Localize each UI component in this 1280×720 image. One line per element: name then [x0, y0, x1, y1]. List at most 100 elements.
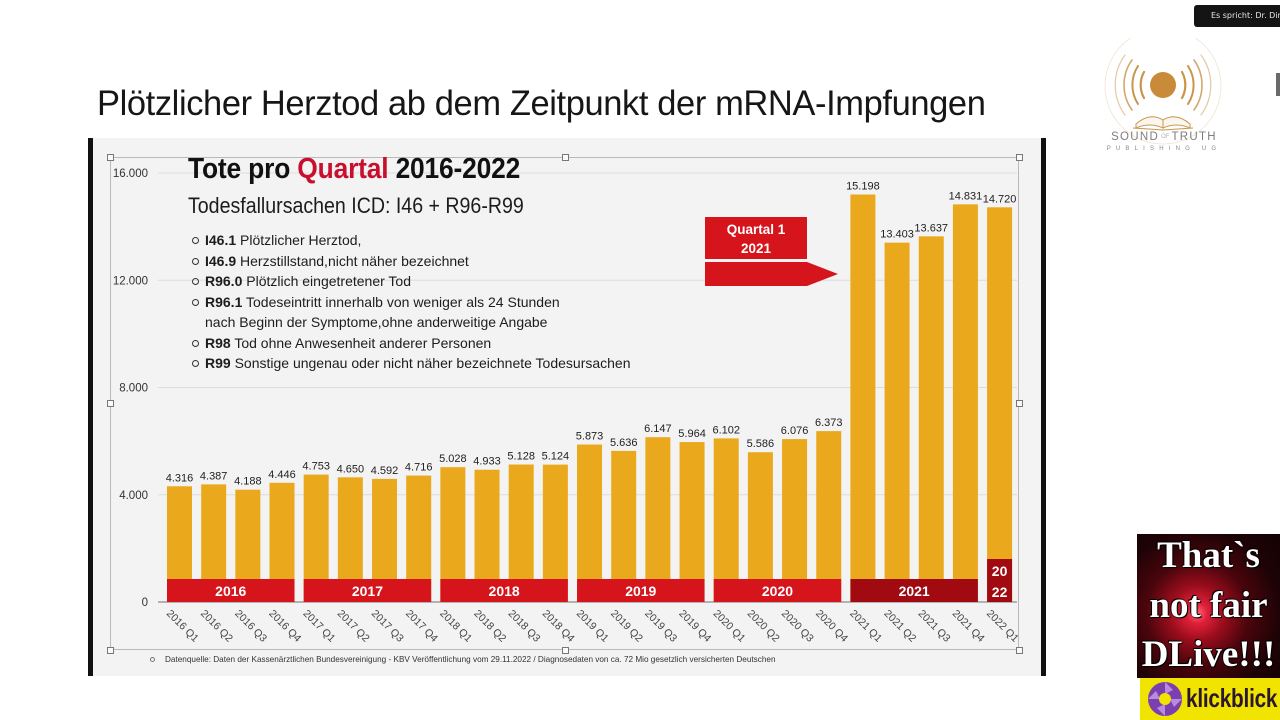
x-tick-label: 2017 Q1 — [301, 608, 338, 645]
x-tick-label: 2020 Q2 — [745, 608, 782, 645]
icd-code: R98 — [205, 334, 231, 351]
value-label: 5.124 — [542, 451, 570, 463]
resize-handle-bottom-left[interactable] — [107, 647, 114, 654]
x-tick-label: 2016 Q2 — [198, 608, 235, 645]
year-band-label: 2018 — [489, 583, 520, 599]
icd-item: R99 Sonstige ungenau oder nicht näher be… — [188, 353, 631, 374]
resize-handle-bottom[interactable] — [562, 647, 569, 654]
annotation-arrow — [705, 262, 838, 286]
y-tick-label: 0 — [142, 597, 148, 609]
sound-wave-arc — [1180, 70, 1187, 100]
banner-line-2: not fair — [1149, 585, 1268, 626]
x-tick-label: 2017 Q3 — [369, 608, 406, 645]
bar — [816, 431, 842, 602]
value-label: 14.720 — [983, 193, 1017, 205]
dlive-protest-banner: That`s not fair DLive!!! — [1137, 534, 1280, 678]
sound-wave-arc — [1200, 54, 1212, 116]
bullet-icon — [192, 237, 199, 244]
y-tick-label: 16.000 — [113, 168, 148, 180]
value-label: 4.650 — [337, 463, 365, 475]
icd-description: Plötzlich eingetretener Tod — [242, 273, 411, 289]
logo-wordmark: SOUND OF TRUTH — [1104, 131, 1224, 143]
x-tick-label: 2020 Q3 — [779, 608, 816, 645]
x-tick-label: 2021 Q2 — [881, 608, 918, 645]
annotation-box — [705, 217, 807, 259]
resize-handle-top-left[interactable] — [107, 154, 114, 161]
resize-handle-right[interactable] — [1016, 400, 1023, 407]
klickblick-badge[interactable]: klickblick — [1140, 678, 1280, 720]
value-label: 5.028 — [439, 453, 467, 465]
icd-item: R96.0 Plötzlich eingetretener Tod — [188, 271, 631, 292]
chart-title-accent: Quartal — [297, 153, 389, 185]
klickblick-label: klickblick — [1186, 683, 1278, 713]
open-book-icon — [1132, 116, 1194, 131]
bar — [850, 194, 876, 602]
icd-code: R96.1 — [205, 293, 243, 310]
x-tick-label: 2021 Q4 — [950, 608, 987, 645]
y-tick-label: 12.000 — [113, 275, 148, 287]
year-band — [440, 579, 568, 602]
icd-code-list: I46.1 Plötzlicher Herztod, I46.9 Herzsti… — [188, 230, 631, 374]
x-tick-label: 2017 Q2 — [335, 608, 372, 645]
x-tick-label: 2018 Q3 — [506, 608, 543, 645]
annotation-line-1: Quartal 1 — [727, 222, 786, 237]
value-label: 14.831 — [949, 190, 983, 202]
year-band — [713, 579, 842, 602]
bar — [782, 439, 808, 602]
icd-code: R99 — [205, 355, 231, 371]
icd-description: Sonstige ungenau oder nicht näher bezeic… — [230, 355, 631, 371]
resize-handle-left[interactable] — [107, 400, 114, 407]
value-label: 5.586 — [747, 438, 775, 450]
icd-item: R96.1 Todeseintritt innerhalb von wenige… — [188, 292, 631, 313]
x-tick-label: 2022 Q1 — [984, 608, 1021, 645]
value-label: 4.316 — [166, 472, 194, 484]
annotation-callout: Quartal 1 2021 — [705, 217, 838, 286]
chart-title-part-1: Tote pro — [188, 153, 298, 185]
icd-description: Herzstillstand,nicht näher bezeichnet — [236, 252, 469, 269]
data-source-note: Datenquelle: Daten der Kassenärztlichen … — [150, 655, 776, 664]
year-band — [850, 579, 978, 602]
icd-code: R96.0 — [205, 273, 243, 289]
x-tick-label: 2021 Q1 — [847, 608, 884, 645]
chart-subtitle: Todesfallursachen ICD: I46 + R96-R99 — [188, 193, 524, 218]
value-label: 6.147 — [644, 423, 672, 435]
resize-handle-top-right[interactable] — [1016, 154, 1023, 161]
sound-wave-arc — [1187, 65, 1195, 105]
logo-word-sound: SOUND — [1111, 131, 1160, 143]
sound-wave-arc — [1131, 65, 1139, 105]
icd-description: Todeseintritt innerhalb von weniger als … — [242, 293, 560, 310]
logo-word-truth: TRUTH — [1171, 131, 1217, 143]
year-band — [987, 559, 1013, 602]
icd-item: R98 Tod ohne Anwesenheit anderer Persone… — [188, 333, 631, 354]
bar — [747, 452, 773, 602]
bar — [645, 437, 671, 602]
banner-line-3: DLive!!! — [1141, 634, 1276, 675]
bar — [987, 207, 1013, 602]
value-label: 5.636 — [610, 437, 638, 449]
bullet-icon — [192, 298, 199, 306]
year-band-label: 2019 — [625, 583, 656, 599]
resize-handle-top[interactable] — [562, 154, 569, 161]
aperture-icon — [1148, 682, 1182, 716]
bar — [577, 444, 603, 602]
value-label: 4.933 — [473, 456, 501, 468]
speaker-badge: Es spricht: Dr. Dir — [1194, 5, 1280, 27]
value-label: 4.446 — [268, 469, 296, 481]
value-label: 4.188 — [234, 476, 262, 488]
sound-of-truth-logo — [1104, 38, 1222, 145]
chart-title-part-3: 2016-2022 — [388, 153, 521, 185]
value-label: 4.716 — [405, 462, 433, 474]
value-label: 6.102 — [712, 424, 740, 436]
sound-wave-arc — [1114, 54, 1126, 116]
x-tick-label: 2019 Q2 — [608, 608, 645, 645]
value-label: 13.403 — [880, 229, 914, 241]
year-band-label: 20 — [992, 563, 1008, 579]
edge-indicator — [1276, 73, 1280, 96]
year-band-label: 2021 — [899, 583, 930, 599]
resize-handle-bottom-right[interactable] — [1016, 647, 1023, 654]
icd-code: I46.9 — [205, 252, 237, 269]
annotation-line-2: 2021 — [741, 241, 772, 256]
bar — [918, 236, 944, 602]
year-band — [577, 579, 705, 602]
